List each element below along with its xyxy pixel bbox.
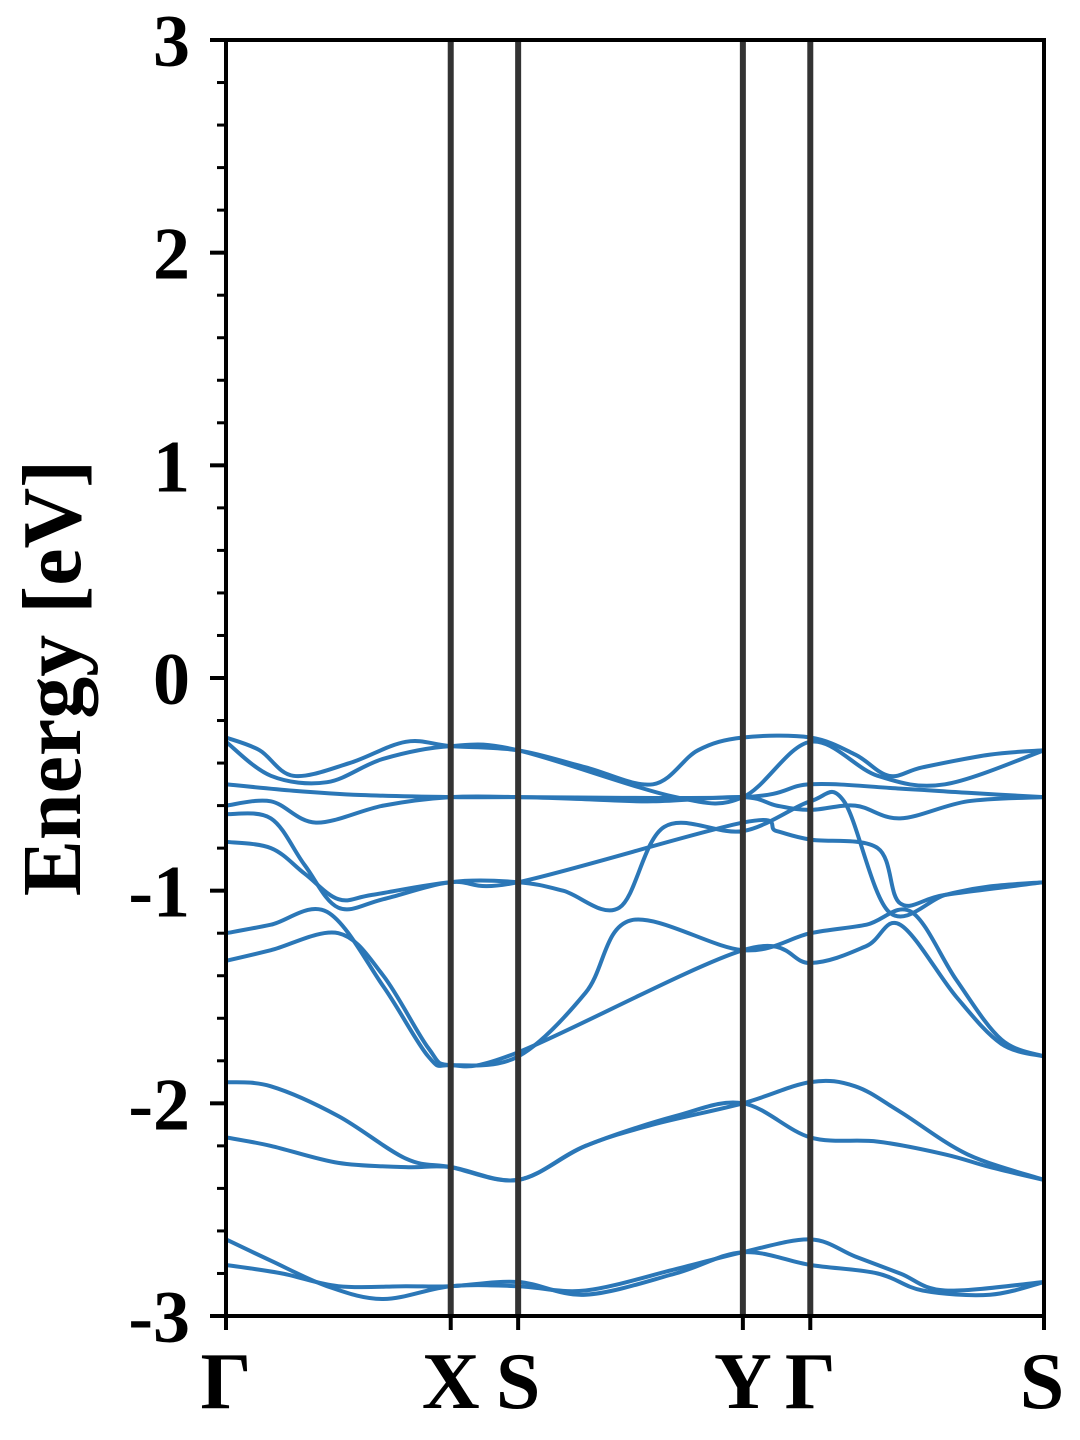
band-line [225, 817, 1045, 908]
y-tick-label: 0 [153, 639, 190, 721]
band-line [225, 789, 1045, 919]
high-symmetry-label: S [1020, 1338, 1065, 1426]
y-tick-label: -1 [128, 852, 190, 934]
high-symmetry-label: Γ [785, 1338, 836, 1426]
band-line [224, 739, 1045, 806]
y-axis-ticks [210, 38, 226, 1318]
high-symmetry-label: Y [714, 1338, 772, 1426]
band-line [225, 1100, 1045, 1183]
y-axis-tick-labels: 3 2 1 0 -1 -2 -3 [128, 1, 190, 1359]
high-symmetry-lines [224, 40, 1046, 1330]
y-tick-label: -3 [128, 1277, 190, 1359]
band-line [225, 906, 1045, 1068]
high-symmetry-label: X [422, 1338, 480, 1426]
band-line [225, 1250, 1045, 1298]
y-tick-label: -2 [128, 1064, 190, 1146]
band-line [225, 782, 1045, 801]
high-symmetry-label: Γ [201, 1338, 252, 1426]
y-tick-label: 3 [153, 1, 190, 83]
high-symmetry-label: S [496, 1338, 541, 1426]
y-tick-label: 1 [153, 426, 190, 508]
y-axis-label: Energy [eV] [6, 460, 99, 896]
band-line [225, 1237, 1045, 1301]
band-lines [224, 733, 1045, 1301]
band-line [225, 733, 1045, 787]
y-tick-label: 2 [153, 214, 190, 296]
plot-frame [224, 38, 1046, 1318]
band-line [225, 794, 1045, 825]
band-line [225, 920, 1045, 1069]
